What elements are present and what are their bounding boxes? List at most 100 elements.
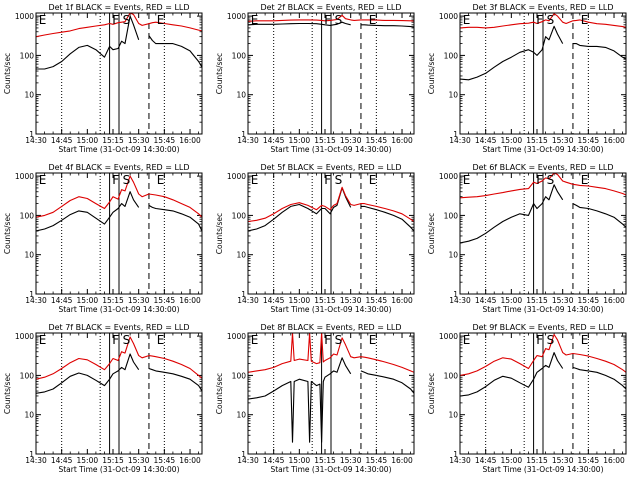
events-series-line — [36, 353, 202, 394]
y-axis-label: Counts/sec — [215, 213, 224, 254]
region-marker-label: S — [547, 13, 555, 27]
x-tick-label: 14:45 — [475, 136, 497, 145]
x-tick-label: 14:45 — [51, 296, 73, 305]
x-tick-label: 15:30 — [340, 296, 362, 305]
x-tick-label: 15:45 — [154, 456, 176, 465]
y-tick-label: 1 — [453, 130, 458, 139]
y-axis-label: Counts/sec — [215, 373, 224, 414]
x-tick-label: 14:30 — [25, 136, 47, 145]
region-marker-label: E — [581, 333, 589, 347]
x-tick-label: 15:45 — [578, 136, 600, 145]
panel-title: Det 4f BLACK = Events, RED = LLD — [48, 163, 189, 172]
detector-panel: Det 9f BLACK = Events, RED = LLD 1 10 100 10… — [427, 323, 627, 474]
panel-frame — [35, 12, 203, 135]
region-marker-label: S — [123, 333, 131, 347]
x-tick-label: 14:30 — [25, 296, 47, 305]
lld-series-line — [460, 173, 626, 199]
x-tick-label: 15:15 — [526, 456, 548, 465]
panel-title: Det 1f BLACK = Events, RED = LLD — [48, 3, 189, 12]
x-tick-label: 15:15 — [314, 136, 336, 145]
panel-title: Det 5f BLACK = Events, RED = LLD — [260, 163, 401, 172]
x-tick-label: 14:45 — [263, 296, 285, 305]
x-tick-label: 15:30 — [340, 136, 362, 145]
region-marker-label: E — [251, 13, 259, 27]
x-tick-label: 14:45 — [51, 136, 73, 145]
y-tick-label: 1 — [241, 290, 246, 299]
panel-title: Det 9f BLACK = Events, RED = LLD — [472, 323, 613, 332]
y-tick-label: 1000 — [439, 12, 458, 21]
x-tick-label: 15:00 — [501, 296, 523, 305]
y-tick-label: 10 — [236, 251, 246, 260]
x-tick-label: 15:45 — [154, 136, 176, 145]
x-tick-label: 15:15 — [102, 136, 124, 145]
x-tick-label: 16:00 — [603, 456, 625, 465]
y-axis-label: Counts/sec — [3, 373, 12, 414]
x-tick-label: 15:00 — [77, 456, 99, 465]
x-tick-label: 16:00 — [179, 296, 201, 305]
x-tick-label: 15:45 — [366, 296, 388, 305]
panel-frame — [459, 12, 627, 135]
x-tick-label: 14:30 — [237, 136, 259, 145]
y-tick-label: 1000 — [15, 332, 34, 341]
x-tick-label: 15:45 — [366, 136, 388, 145]
x-tick-label: 16:00 — [391, 296, 413, 305]
region-marker-label: F — [324, 173, 331, 187]
x-tick-label: 15:00 — [289, 456, 311, 465]
x-tick-label: 16:00 — [179, 136, 201, 145]
panel-title: Det 8f BLACK = Events, RED = LLD — [260, 323, 401, 332]
panel-title: Det 6f BLACK = Events, RED = LLD — [472, 163, 613, 172]
x-tick-label: 14:30 — [25, 456, 47, 465]
y-tick-label: 1 — [29, 450, 34, 459]
x-tick-label: 16:00 — [391, 136, 413, 145]
y-tick-label: 100 — [232, 371, 247, 380]
x-tick-label: 15:00 — [501, 456, 523, 465]
detector-panel: Det 7f BLACK = Events, RED = LLD 1 10 100 10… — [3, 323, 203, 474]
events-series-line — [248, 21, 414, 28]
region-marker-label: S — [335, 173, 343, 187]
region-marker-label: S — [335, 13, 343, 27]
detector-panel: Det 2f BLACK = Events, RED = LLD 1 10 100 10… — [215, 3, 415, 154]
events-series-line — [36, 15, 202, 70]
panel-frame — [247, 332, 415, 455]
x-tick-label: 15:15 — [526, 296, 548, 305]
x-tick-label: 15:30 — [128, 136, 150, 145]
y-axis-label: Counts/sec — [3, 213, 12, 254]
y-tick-label: 10 — [236, 91, 246, 100]
x-axis-label: Start Time (31-Oct-09 14:30:00) — [482, 465, 603, 474]
region-marker-label: E — [251, 173, 259, 187]
x-tick-label: 14:30 — [449, 136, 471, 145]
x-axis-label: Start Time (31-Oct-09 14:30:00) — [482, 145, 603, 154]
y-tick-label: 1 — [241, 450, 246, 459]
x-tick-label: 15:15 — [102, 296, 124, 305]
detector-panel: Det 4f BLACK = Events, RED = LLD 1 10 100 10… — [3, 163, 203, 314]
events-series-line — [460, 184, 626, 244]
y-tick-label: 100 — [444, 51, 459, 60]
x-tick-label: 14:30 — [449, 456, 471, 465]
y-tick-label: 1000 — [227, 332, 246, 341]
x-tick-label: 14:45 — [475, 296, 497, 305]
y-axis-label: Counts/sec — [215, 53, 224, 94]
x-tick-label: 15:15 — [102, 456, 124, 465]
region-marker-label: E — [39, 13, 47, 27]
region-marker-label: E — [463, 13, 471, 27]
detector-panel: Det 5f BLACK = Events, RED = LLD 1 10 100 10… — [215, 163, 415, 314]
y-tick-label: 10 — [448, 251, 458, 260]
x-tick-label: 15:30 — [552, 456, 574, 465]
x-tick-label: 15:30 — [552, 136, 574, 145]
x-axis-label: Start Time (31-Oct-09 14:30:00) — [270, 305, 391, 314]
y-tick-label: 1000 — [439, 172, 458, 181]
y-tick-label: 100 — [232, 51, 247, 60]
y-axis-label: Counts/sec — [427, 53, 436, 94]
region-marker-label: E — [157, 173, 165, 187]
events-series-line — [460, 25, 626, 81]
x-tick-label: 15:00 — [501, 136, 523, 145]
lld-series-line — [36, 336, 202, 380]
region-marker-label: S — [123, 173, 131, 187]
x-tick-label: 15:30 — [128, 456, 150, 465]
x-tick-label: 15:15 — [314, 456, 336, 465]
lld-series-line — [36, 13, 202, 38]
x-tick-label: 15:30 — [340, 456, 362, 465]
y-axis-label: Counts/sec — [427, 373, 436, 414]
region-marker-label: E — [369, 333, 377, 347]
y-tick-label: 1 — [453, 290, 458, 299]
